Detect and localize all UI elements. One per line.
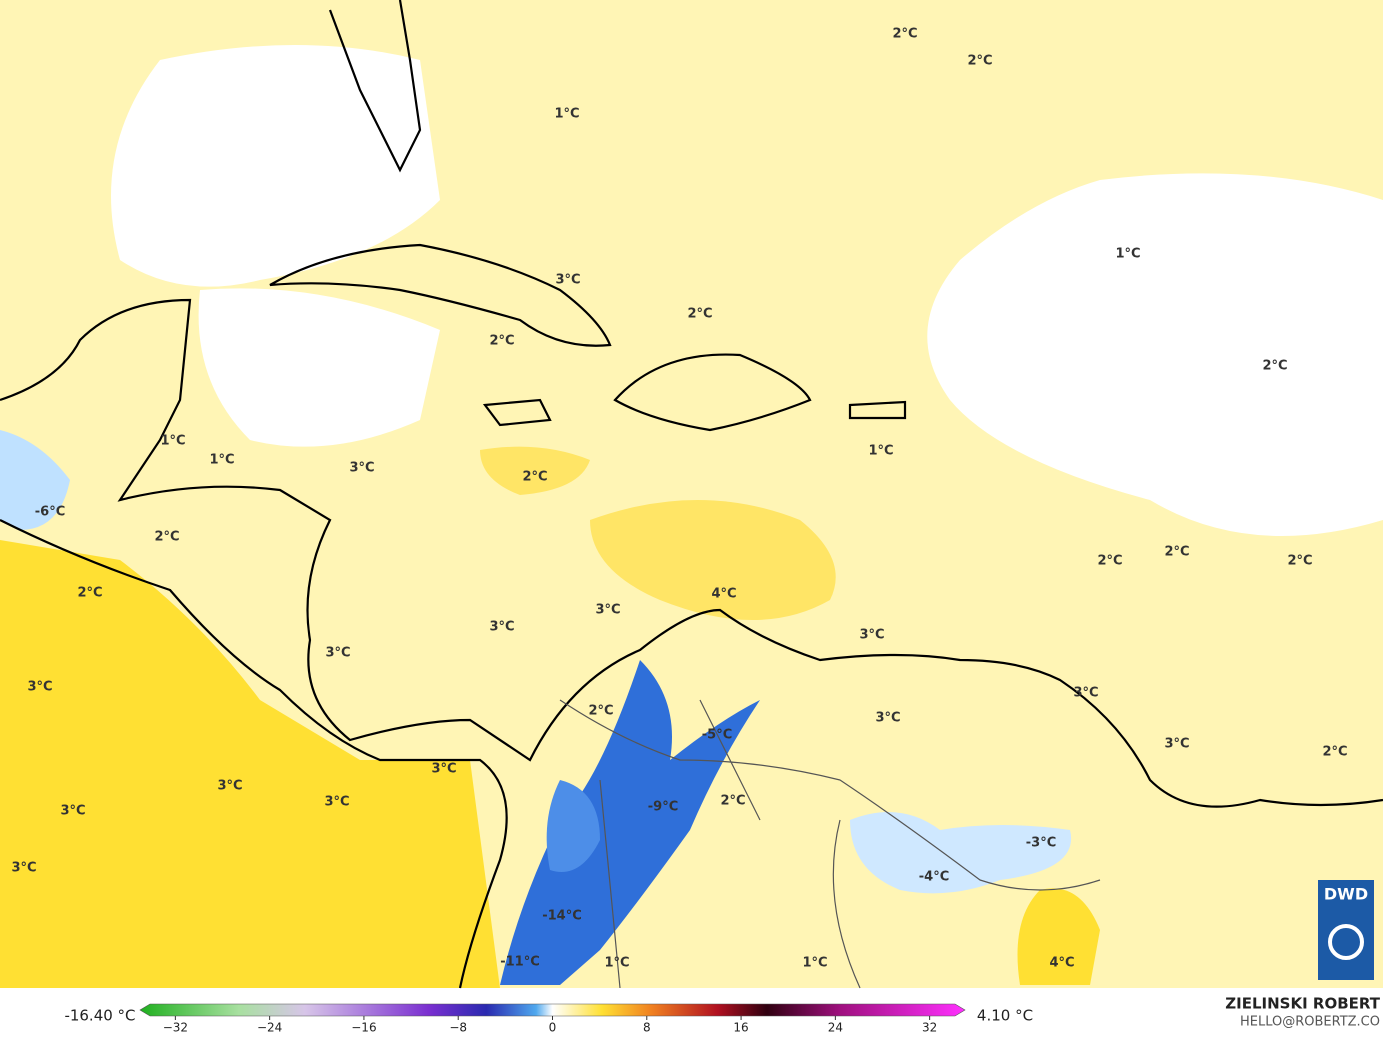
temperature-label: 1°C — [209, 453, 234, 468]
coastline — [848, 400, 907, 420]
temperature-label: 2°C — [1287, 554, 1312, 569]
warm-region — [1017, 888, 1100, 985]
colorbar-tick-label: 24 — [828, 1021, 843, 1035]
map: DWD — [0, 0, 1383, 989]
map-labels: 2°C 2°C 1°C 1°C 3°C 2°C 2°C 2°C 1°C 1°C 1°C 3°C 2°C -… — [11, 27, 1347, 971]
temperature-label: 2°C — [1097, 554, 1122, 569]
temperature-label: 2°C — [1164, 545, 1189, 560]
temperature-label: 3°C — [489, 620, 514, 635]
white-region — [111, 45, 440, 287]
temperature-label: 2°C — [588, 704, 613, 719]
temperature-label: 1°C — [604, 956, 629, 971]
white-region — [927, 173, 1383, 537]
temperature-label: 3°C — [555, 273, 580, 288]
temperature-label: 3°C — [875, 711, 900, 726]
cold-region — [0, 430, 70, 530]
cold-region — [546, 780, 600, 872]
colorbar-tick-label: −24 — [257, 1021, 282, 1035]
temperature-label: 2°C — [522, 470, 547, 485]
temperature-label: 2°C — [1322, 745, 1347, 760]
temperature-label: 4°C — [711, 587, 736, 602]
temperature-label: -4°C — [919, 870, 949, 885]
temperature-label: 1°C — [160, 434, 185, 449]
temperature-label: 3°C — [27, 680, 52, 695]
coastline — [0, 298, 1383, 808]
temperature-label: 1°C — [802, 956, 827, 971]
colorbar-tick-label: −16 — [351, 1021, 376, 1035]
colorbar-tick-label: 8 — [643, 1021, 651, 1035]
temperature-label: 2°C — [1262, 359, 1287, 374]
credit-email: HELLO@ROBERTZ.CO — [1240, 1015, 1380, 1030]
colorbar-tick-label: −32 — [163, 1021, 188, 1035]
temperature-label: 3°C — [11, 861, 36, 876]
coastline — [482, 398, 552, 427]
temperature-label: 3°C — [349, 461, 374, 476]
max-label: 4.10 °C — [977, 1007, 1033, 1025]
temperature-label: -14°C — [542, 909, 582, 924]
country-border — [559, 699, 1101, 989]
colorbar-tick-label: 0 — [549, 1021, 557, 1035]
temperature-label: 3°C — [325, 646, 350, 661]
temperature-label: 2°C — [687, 307, 712, 322]
temperature-label: 4°C — [1049, 956, 1074, 971]
temperature-label: -9°C — [648, 800, 678, 815]
temperature-label: 2°C — [489, 334, 514, 349]
logo-text: DWD — [1324, 885, 1368, 904]
colorbar-tick-label: 16 — [733, 1021, 748, 1035]
coastline — [328, 0, 422, 173]
temperature-label: 1°C — [1115, 247, 1140, 262]
temperature-label: -3°C — [1026, 836, 1056, 851]
temperature-label: 3°C — [217, 779, 242, 794]
colorbar-ramp — [139, 1003, 966, 1017]
temperature-label: 2°C — [77, 586, 102, 601]
temperature-label: 2°C — [720, 794, 745, 809]
min-label: -16.40 °C — [64, 1007, 135, 1025]
coastline — [0, 519, 508, 989]
coastline — [613, 353, 812, 432]
logo-box — [1318, 880, 1374, 980]
logo-swirl — [1328, 924, 1364, 960]
white-region — [198, 288, 440, 447]
warm-region — [480, 446, 590, 495]
temperature-label: 3°C — [1164, 737, 1189, 752]
temperature-label: 3°C — [60, 804, 85, 819]
temperature-label: 1°C — [554, 107, 579, 122]
temperature-label: 3°C — [859, 628, 884, 643]
temperature-label: 2°C — [892, 27, 917, 42]
temperature-label: 2°C — [154, 530, 179, 545]
colorbar-tick-label: 32 — [922, 1021, 937, 1035]
colorbar: -16.40 °C 4.10 °C ZIELINSKI ROBERT HELLO… — [64, 995, 1380, 1035]
credit-name: ZIELINSKI ROBERT — [1225, 995, 1380, 1013]
temperature-label: -6°C — [35, 505, 65, 520]
colorbar-tick-label: −8 — [449, 1021, 467, 1035]
temperature-label: 3°C — [595, 603, 620, 618]
temperature-label: 3°C — [431, 762, 456, 777]
warm-region — [0, 540, 500, 988]
coastline — [269, 243, 612, 347]
temperature-label: -11°C — [500, 955, 540, 970]
cold-region — [850, 812, 1072, 894]
warm-region — [590, 500, 836, 620]
temperature-label: 3°C — [324, 795, 349, 810]
temperature-label: 2°C — [967, 54, 992, 69]
temperature-label: 1°C — [868, 444, 893, 459]
temperature-label: 3°C — [1073, 686, 1098, 701]
temperature-label: -5°C — [702, 728, 732, 743]
cold-region — [500, 660, 760, 985]
